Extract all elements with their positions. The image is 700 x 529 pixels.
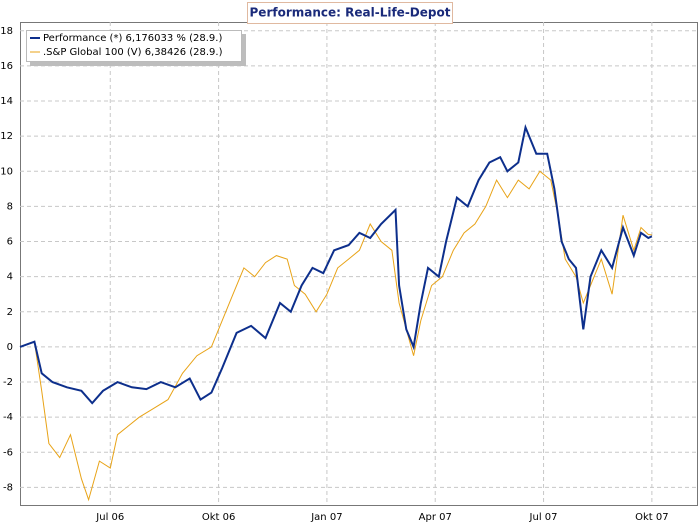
y-tick-label: -6 bbox=[3, 447, 13, 458]
y-tick-label: 14 bbox=[0, 96, 13, 107]
y-tick-label: 0 bbox=[7, 342, 13, 353]
series-line bbox=[19, 123, 653, 405]
y-tick-label: 18 bbox=[0, 26, 13, 37]
legend-label: Performance (*) 6,176033 % (28.9.) bbox=[43, 33, 222, 44]
chart-title: Performance: Real-Life-Depot bbox=[250, 6, 451, 20]
y-tick-label: 4 bbox=[7, 272, 13, 283]
y-tick-label: 16 bbox=[0, 61, 13, 72]
plot-frame bbox=[20, 22, 698, 506]
y-tick-label: -8 bbox=[3, 482, 13, 493]
x-tick-label: Jul 07 bbox=[529, 512, 558, 523]
y-tick-label: 10 bbox=[0, 166, 13, 177]
legend: Performance (*) 6,176033 % (28.9.) .S&P G… bbox=[30, 33, 223, 58]
y-tick-label: -2 bbox=[3, 377, 13, 388]
y-tick-label: 12 bbox=[0, 131, 13, 142]
legend-box bbox=[26, 30, 242, 62]
x-tick-label: Apr 07 bbox=[419, 512, 452, 523]
y-tick-label: 2 bbox=[7, 307, 13, 318]
x-tick-label: Jan 07 bbox=[310, 512, 342, 523]
y-tick-label: 6 bbox=[7, 237, 13, 248]
title-box bbox=[247, 2, 453, 24]
legend-label: .S&P Global 100 (V) 6,38426 (28.9.) bbox=[43, 47, 223, 58]
y-tick-label: -4 bbox=[3, 412, 13, 423]
y-tick-label: 8 bbox=[7, 201, 13, 212]
x-tick-label: Okt 07 bbox=[635, 512, 669, 523]
x-tick-label: Okt 06 bbox=[202, 512, 236, 523]
x-tick-label: Jul 06 bbox=[95, 512, 124, 523]
lines bbox=[19, 123, 653, 502]
